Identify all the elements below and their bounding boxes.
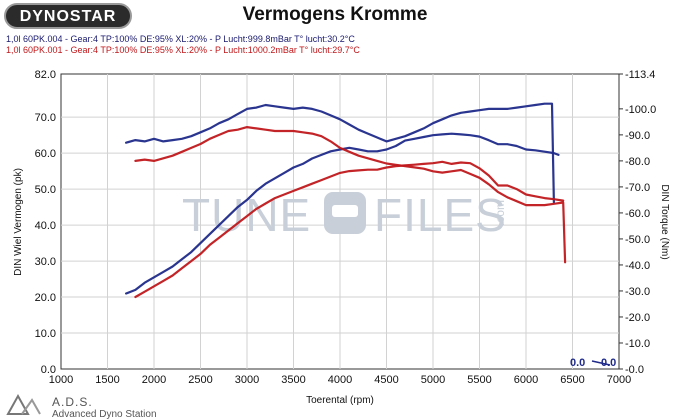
run1-info: 1,0l 60PK.004 - Gear:4 TP:100% DE:95% XL… (6, 34, 355, 44)
x-tick-label: 1500 (95, 374, 119, 386)
page-title: Vermogens Kromme (242, 4, 428, 25)
logo-text: DYNOSTAR (19, 8, 117, 25)
x-tick-label: 4000 (328, 374, 352, 386)
y2-tick-label: -70.0 (625, 182, 650, 194)
y-tick-label: 40.0 (35, 220, 56, 232)
y-tick-labels: 0.0 10.0 20.0 30.0 40.0 50.0 60.0 70.0 82.0 (35, 69, 56, 376)
watermark-left: TUNE (182, 189, 311, 241)
x-tick-labels: 1000 1500 2000 2500 3000 3500 4000 4500 5000 5500… (49, 374, 631, 386)
y2-tick-label: -40.0 (625, 260, 650, 272)
ads-logo (6, 393, 41, 415)
watermark-suffix: .com (493, 200, 507, 226)
watermark: TUNE FILES .com (182, 189, 507, 241)
y-axis-title: DIN Wiel Vermogen (pk) (13, 168, 24, 276)
y2-tick-label: -0.0 (625, 364, 644, 376)
grid-lines (61, 74, 619, 369)
run2-info: 1,0l 60PK.001 - Gear:4 TP:100% DE:95% XL… (6, 45, 360, 55)
y2-tick-label: -50.0 (625, 234, 650, 246)
y-tick-label: 50.0 (35, 184, 56, 196)
series-lines (124, 102, 567, 299)
y-tick-label: 10.0 (35, 328, 56, 340)
y-tick-label: 60.0 (35, 148, 56, 160)
y2-tick-label: -20.0 (625, 312, 650, 324)
x-tick-label: 1000 (49, 374, 73, 386)
x-tick-label: 5000 (421, 374, 445, 386)
y2-tick-label: -30.0 (625, 286, 650, 298)
footer-brand: A.D.S. (52, 395, 93, 409)
y-tick-label: 82.0 (35, 69, 56, 81)
x-tick-label: 6000 (514, 374, 538, 386)
y-tick-label: 30.0 (35, 256, 56, 268)
power-readout: 0.0 (570, 357, 585, 369)
x-axis-title: Toerental (rpm) (306, 395, 374, 406)
series-line (134, 160, 565, 299)
series-line (124, 132, 560, 295)
y2-tick-label: -10.0 (625, 338, 650, 350)
y2-tick-label: -113.4 (625, 69, 655, 81)
x-tick-label: 3500 (281, 374, 305, 386)
y2-axis-title: DIN Torque (Nm) (659, 184, 670, 259)
y2-tick-label: -80.0 (625, 156, 650, 168)
torque-readout: 0.0 (601, 357, 616, 369)
y2-tick-label: -60.0 (625, 208, 650, 220)
y2-tick-label: -90.0 (625, 130, 650, 142)
x-tick-label: 6500 (560, 374, 584, 386)
y-tick-label: 20.0 (35, 292, 56, 304)
watermark-right: FILES (374, 189, 507, 241)
x-tick-label: 4500 (374, 374, 398, 386)
y2-tick-labels: -0.0 -10.0 -20.0 -30.0 -40.0 -50.0 -60.0 -70.0 -… (619, 69, 656, 376)
y2-tick-label: -100.0 (625, 104, 656, 116)
y-tick-label: 0.0 (41, 364, 56, 376)
x-tick-label: 2000 (142, 374, 166, 386)
series-line (124, 102, 556, 204)
x-tick-label: 3000 (235, 374, 259, 386)
readout-connector (591, 360, 611, 366)
y-tick-label: 70.0 (35, 112, 56, 124)
series-line (134, 125, 567, 264)
footer-subtitle: Advanced Dyno Station (52, 409, 157, 420)
car-icon-body (332, 205, 358, 217)
dynostar-logo: DYNOSTAR (4, 3, 132, 29)
x-tick-label: 2500 (188, 374, 212, 386)
x-tick-label: 7000 (607, 374, 631, 386)
x-tick-label: 5500 (467, 374, 491, 386)
